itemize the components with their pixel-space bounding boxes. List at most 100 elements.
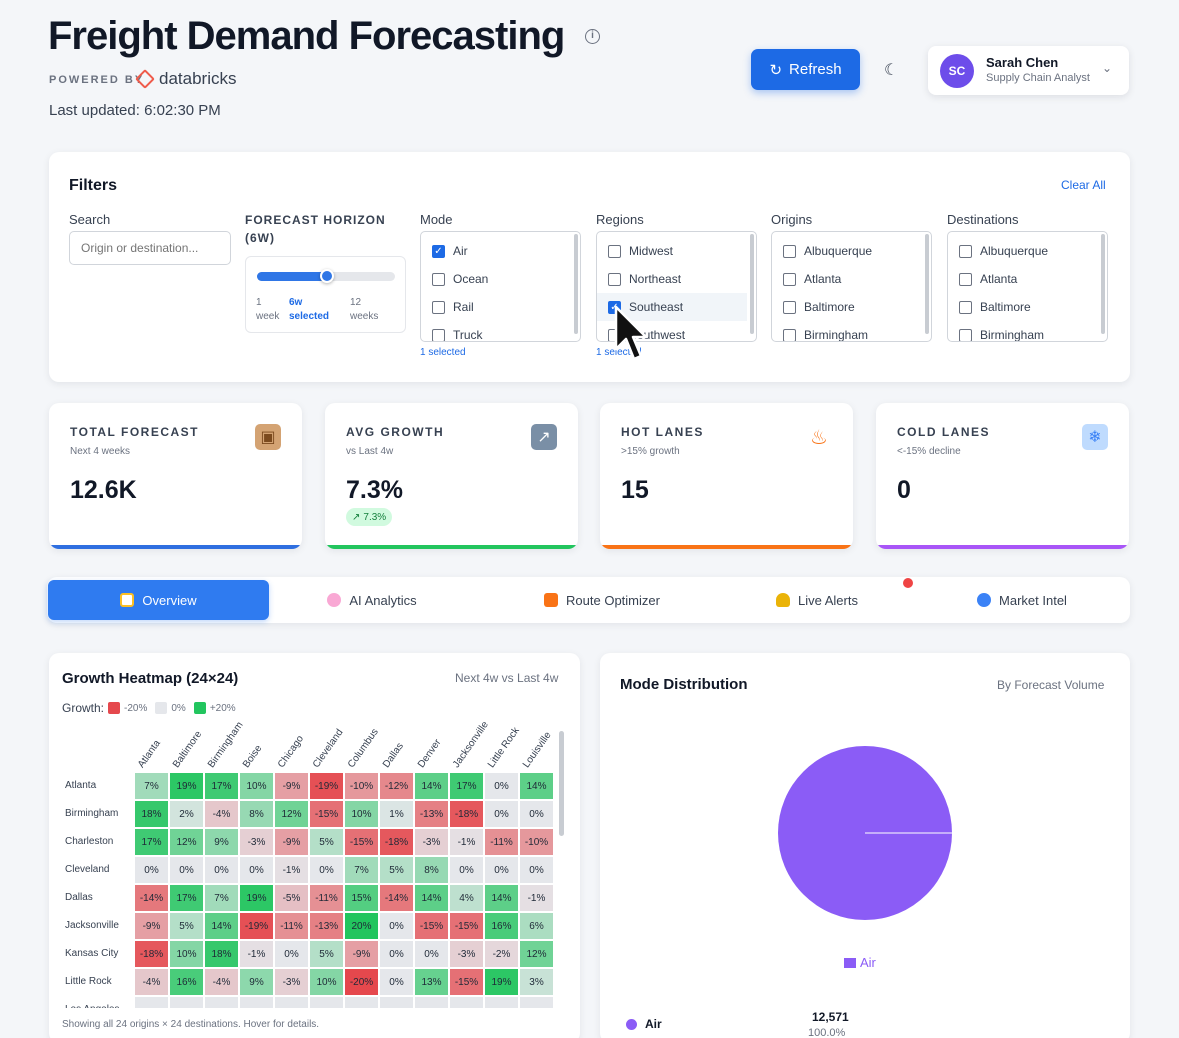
heatmap-cell[interactable]: 5% xyxy=(310,829,343,855)
heatmap-cell[interactable]: 0% xyxy=(205,857,238,883)
heatmap-cell[interactable]: 8% xyxy=(240,801,273,827)
heatmap-cell[interactable]: 0% xyxy=(520,801,553,827)
heatmap-cell[interactable]: 7% xyxy=(345,857,378,883)
heatmap-cell[interactable]: -9% xyxy=(275,829,308,855)
heatmap-cell[interactable]: 4% xyxy=(450,885,483,911)
region-option-northeast[interactable]: Northeast xyxy=(597,265,747,293)
heatmap-cell[interactable]: 17% xyxy=(135,829,168,855)
refresh-button[interactable]: ↻ Refresh xyxy=(751,49,860,90)
heatmap-cell[interactable]: 19% xyxy=(170,773,203,799)
heatmap-cell[interactable]: -1% xyxy=(450,829,483,855)
heatmap-cell[interactable]: -14% xyxy=(380,885,413,911)
destination-option[interactable]: Albuquerque xyxy=(948,237,1098,265)
heatmap-cell[interactable]: -19% xyxy=(240,913,273,939)
heatmap-cell[interactable]: -20% xyxy=(345,969,378,995)
heatmap-cell[interactable] xyxy=(170,997,203,1008)
tab-market-intel[interactable]: Market Intel xyxy=(927,580,1117,620)
heatmap-cell[interactable]: -11% xyxy=(275,913,308,939)
heatmap-cell[interactable]: -3% xyxy=(240,829,273,855)
heatmap-cell[interactable] xyxy=(310,997,343,1008)
mode-list[interactable]: ✓ Air Ocean Rail Truck xyxy=(420,231,581,342)
heatmap-cell[interactable]: 13% xyxy=(415,969,448,995)
heatmap-cell[interactable]: -5% xyxy=(275,885,308,911)
scrollbar[interactable] xyxy=(559,731,564,836)
scrollbar[interactable] xyxy=(925,234,929,334)
heatmap-cell[interactable]: 10% xyxy=(345,801,378,827)
heatmap-cell[interactable] xyxy=(415,997,448,1008)
heatmap-cell[interactable]: 0% xyxy=(520,857,553,883)
heatmap-cell[interactable]: 0% xyxy=(275,941,308,967)
heatmap-cell[interactable] xyxy=(450,997,483,1008)
heatmap-cell[interactable]: 14% xyxy=(520,773,553,799)
heatmap-cell[interactable]: 14% xyxy=(205,913,238,939)
mode-option-air[interactable]: ✓ Air xyxy=(421,237,571,265)
checkbox-icon[interactable] xyxy=(783,328,796,341)
checkbox-icon[interactable] xyxy=(608,272,621,286)
search-input[interactable] xyxy=(69,231,231,265)
heatmap-cell[interactable]: -15% xyxy=(450,913,483,939)
heatmap-cell[interactable]: -15% xyxy=(415,913,448,939)
heatmap-cell[interactable]: 8% xyxy=(415,857,448,883)
checkbox-icon[interactable] xyxy=(432,272,445,286)
heatmap-cell[interactable]: 10% xyxy=(240,773,273,799)
info-icon[interactable]: i xyxy=(585,29,600,44)
heatmap-cell[interactable]: 0% xyxy=(170,857,203,883)
tab-overview[interactable]: Overview xyxy=(48,580,269,620)
checkbox-icon[interactable] xyxy=(959,300,972,314)
heatmap-cell[interactable]: -15% xyxy=(450,969,483,995)
heatmap-cell[interactable]: -4% xyxy=(205,969,238,995)
heatmap-cell[interactable]: 6% xyxy=(520,913,553,939)
heatmap-cell[interactable]: -11% xyxy=(485,829,518,855)
heatmap-cell[interactable]: 0% xyxy=(380,941,413,967)
heatmap-cell[interactable]: 12% xyxy=(170,829,203,855)
heatmap-cell[interactable]: -11% xyxy=(310,885,343,911)
heatmap-cell[interactable]: 5% xyxy=(310,941,343,967)
heatmap-cell[interactable]: -18% xyxy=(380,829,413,855)
heatmap-cell[interactable]: -18% xyxy=(450,801,483,827)
heatmap-cell[interactable]: -15% xyxy=(310,801,343,827)
origins-list[interactable]: Albuquerque Atlanta Baltimore Birmingham xyxy=(771,231,932,342)
origin-option[interactable]: Albuquerque xyxy=(772,237,922,265)
destinations-list[interactable]: Albuquerque Atlanta Baltimore Birmingham xyxy=(947,231,1108,342)
heatmap-cell[interactable] xyxy=(205,997,238,1008)
heatmap-cell[interactable]: 12% xyxy=(520,941,553,967)
checkbox-icon[interactable] xyxy=(959,328,972,341)
heatmap-cell[interactable]: 0% xyxy=(485,801,518,827)
tab-ai-analytics[interactable]: AI Analytics xyxy=(277,580,467,620)
heatmap-cell[interactable]: -15% xyxy=(345,829,378,855)
checkbox-icon[interactable] xyxy=(783,244,796,258)
mode-pie-chart[interactable] xyxy=(770,741,960,931)
heatmap-cell[interactable]: 0% xyxy=(240,857,273,883)
slider-handle[interactable] xyxy=(319,269,334,283)
heatmap-grid[interactable]: Atlanta Baltimore Birmingham Boise Chicago Cl… xyxy=(49,653,580,1008)
heatmap-cell[interactable] xyxy=(240,997,273,1008)
heatmap-cell[interactable]: -3% xyxy=(415,829,448,855)
destination-option[interactable]: Birmingham xyxy=(948,321,1098,341)
destination-option[interactable]: Baltimore xyxy=(948,293,1098,321)
checkbox-icon[interactable] xyxy=(959,244,972,258)
heatmap-cell[interactable]: -4% xyxy=(135,969,168,995)
heatmap-cell[interactable]: 12% xyxy=(275,801,308,827)
heatmap-cell[interactable]: -1% xyxy=(240,941,273,967)
heatmap-cell[interactable]: -13% xyxy=(310,913,343,939)
heatmap-cell[interactable]: -12% xyxy=(380,773,413,799)
heatmap-cell[interactable]: 17% xyxy=(205,773,238,799)
heatmap-cell[interactable]: 10% xyxy=(310,969,343,995)
heatmap-cell[interactable]: 0% xyxy=(485,857,518,883)
checkbox-icon[interactable] xyxy=(432,300,445,314)
heatmap-cell[interactable]: -9% xyxy=(275,773,308,799)
mode-option-ocean[interactable]: Ocean xyxy=(421,265,571,293)
heatmap-cell[interactable] xyxy=(275,997,308,1008)
heatmap-cell[interactable]: 15% xyxy=(345,885,378,911)
heatmap-cell[interactable]: -18% xyxy=(135,941,168,967)
heatmap-cell[interactable] xyxy=(485,997,518,1008)
heatmap-cell[interactable]: -9% xyxy=(345,941,378,967)
heatmap-cell[interactable]: 14% xyxy=(415,773,448,799)
heatmap-cell[interactable]: 16% xyxy=(485,913,518,939)
heatmap-cell[interactable]: 18% xyxy=(135,801,168,827)
heatmap-cell[interactable]: -1% xyxy=(275,857,308,883)
tab-live-alerts[interactable]: Live Alerts xyxy=(727,580,907,620)
heatmap-cell[interactable]: 0% xyxy=(450,857,483,883)
heatmap-cell[interactable]: -14% xyxy=(135,885,168,911)
heatmap-cell[interactable] xyxy=(520,997,553,1008)
